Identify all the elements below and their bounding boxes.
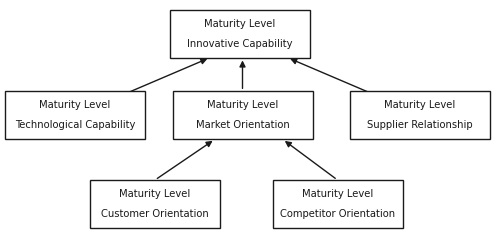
FancyBboxPatch shape — [90, 180, 220, 228]
FancyBboxPatch shape — [172, 91, 312, 139]
Text: Customer Orientation: Customer Orientation — [101, 209, 209, 219]
Text: Maturity Level: Maturity Level — [384, 100, 456, 110]
Text: Competitor Orientation: Competitor Orientation — [280, 209, 395, 219]
Text: Supplier Relationship: Supplier Relationship — [367, 120, 473, 130]
FancyBboxPatch shape — [272, 180, 402, 228]
Text: Market Orientation: Market Orientation — [196, 120, 290, 130]
Text: Maturity Level: Maturity Level — [40, 100, 111, 110]
FancyBboxPatch shape — [350, 91, 490, 139]
Text: Maturity Level: Maturity Level — [120, 189, 190, 199]
FancyBboxPatch shape — [5, 91, 145, 139]
Text: Innovative Capability: Innovative Capability — [188, 39, 293, 49]
Text: Technological Capability: Technological Capability — [15, 120, 135, 130]
Text: Maturity Level: Maturity Level — [302, 189, 373, 199]
Text: Maturity Level: Maturity Level — [207, 100, 278, 110]
Text: Maturity Level: Maturity Level — [204, 18, 276, 29]
FancyBboxPatch shape — [170, 10, 310, 58]
